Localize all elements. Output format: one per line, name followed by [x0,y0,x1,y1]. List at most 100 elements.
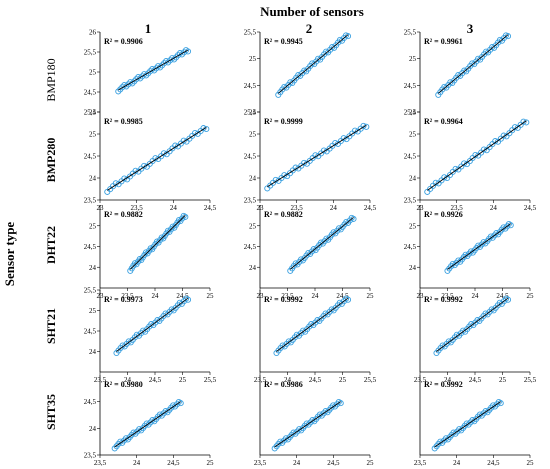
y-tick-label: 25 [409,55,417,63]
x-tick-label: 24,5 [204,204,217,212]
y-tick-label: 25 [409,131,417,139]
y-tick-label: 24 [89,264,97,272]
fit-line [434,401,501,448]
y-tick-label: 24 [249,109,257,117]
x-tick-label: 24 [124,376,132,384]
fit-line [114,401,181,448]
data-point [200,125,207,132]
x-tick-label: 24,5 [496,292,509,300]
column-label-2: 2 [306,21,313,36]
data-point [441,174,448,181]
x-tick-label: 23,5 [131,204,144,212]
panel-grid: 24 24,5 25 25,5 26 R² = 0.9906 24 24,5 25 25,5 R² … [84,29,537,468]
data-point [159,62,166,69]
y-tick-label: 25 [249,55,257,63]
x-tick-label: 23,5 [451,204,464,212]
x-tick-label: 24,5 [176,292,189,300]
x-tick-label: 23,5 [281,292,294,300]
x-tick-label: 25 [207,459,215,467]
y-tick-label: 25 [89,131,97,139]
x-tick-label: 24 [293,459,301,467]
y-tick-label: 25,5 [244,109,257,117]
data-point [139,73,146,80]
y-tick-label: 25 [249,131,257,139]
data-point [504,33,512,40]
data-point [142,249,150,256]
x-tick-label: 24 [490,204,498,212]
y-tick-label: 25,5 [84,287,97,295]
data-point [180,212,187,219]
data-point [281,172,288,179]
fit-line [274,401,341,448]
y-tick-label: 25 [89,307,97,315]
x-tick-label: 25 [499,376,507,384]
y-tick-label: 24 [89,425,97,433]
row-label-bmp280: BMP280 [44,138,58,183]
data-point [145,70,152,77]
data-point [153,238,161,245]
x-tick-label: 25,5 [364,376,377,384]
y-tick-label: 25,5 [84,109,97,117]
row-label-dht22: DHT22 [44,226,58,264]
y-tick-label: 24,5 [404,153,417,161]
y-tick-label: 24,5 [84,328,97,336]
x-tick-label: 23,5 [441,292,454,300]
x-tick-label: 23,5 [121,292,134,300]
r2-annotation: R² = 0.9973 [104,295,143,304]
x-tick-label: 23,5 [414,459,427,467]
y-tick-label: 23,5 [404,197,417,205]
y-tick-label: 24,5 [244,153,257,161]
x-tick-label: 24,5 [336,292,349,300]
data-point [164,227,172,234]
data-point [178,51,186,58]
fit-line [267,124,367,188]
r2-annotation: R² = 0.9906 [104,37,143,46]
fit-line [107,127,207,191]
data-point [141,162,148,169]
fit-line [438,34,509,94]
data-point [160,150,167,157]
x-tick-label: 24 [330,204,338,212]
y-tick-label: 25 [89,222,97,230]
x-tick-label: 24 [284,376,292,384]
row-label-sht21: SHT21 [44,308,58,344]
y-tick-label: 25,5 [84,49,97,57]
x-tick-label: 25 [527,292,535,300]
data-point [180,137,187,144]
y-tick-label: 26 [89,29,97,37]
r2-annotation: R² = 0.9985 [104,117,143,126]
fit-line [276,297,349,352]
x-tick-label: 24 [472,292,480,300]
data-point [115,88,122,95]
y-tick-label: 23,5 [244,197,257,205]
y-tick-label: 25,5 [244,29,257,37]
x-tick-label: 23,5 [94,459,107,467]
y-tick-label: 24 [249,175,257,183]
r2-annotation: R² = 0.9992 [264,295,303,304]
data-point [500,132,507,139]
x-tick-label: 23,5 [291,204,304,212]
fit-line [129,215,186,270]
y-tick-label: 25 [249,222,257,230]
figure-title: Number of sensors [260,4,364,19]
r2-annotation: R² = 0.9961 [424,37,463,46]
row-label-bmp180: BMP180 [44,58,58,101]
data-point [182,213,189,220]
data-point [125,81,132,88]
data-point [175,216,183,224]
fit-line [289,217,354,270]
fit-line [447,223,512,270]
data-point [169,223,176,230]
data-point [360,122,367,129]
r2-annotation: R² = 0.9882 [264,210,303,219]
data-point [340,135,347,142]
fit-line [116,297,189,352]
x-tick-label: 25,5 [204,376,217,384]
y-axis-title: Sensor type [2,222,17,287]
r2-annotation: R² = 0.9926 [424,210,463,219]
